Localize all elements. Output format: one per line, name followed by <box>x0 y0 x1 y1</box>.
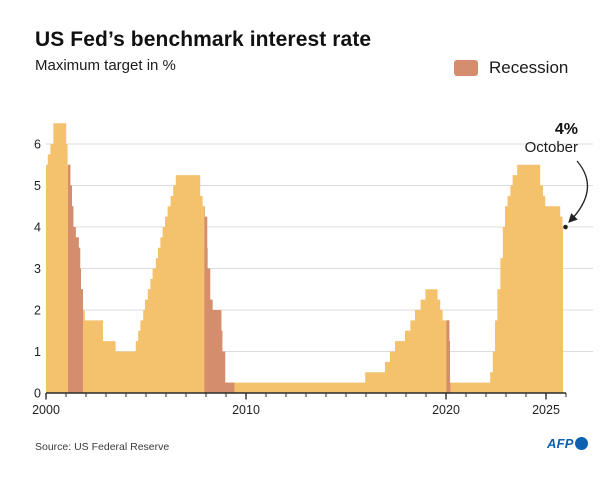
annotation-arrow <box>568 160 589 223</box>
x-tick-label: 2025 <box>532 403 560 417</box>
afp-logo: AFP <box>547 436 588 451</box>
y-tick-label: 6 <box>34 138 41 152</box>
recession-legend-swatch <box>454 60 478 76</box>
recession-legend-label: Recession <box>489 58 569 77</box>
x-axis-ticks <box>45 393 567 400</box>
afp-logo-text: AFP <box>547 436 574 451</box>
y-tick-label: 1 <box>34 345 41 359</box>
y-tick-label: 2 <box>34 304 41 318</box>
end-annotation-note: October <box>524 139 578 156</box>
legend: Recession <box>454 58 568 78</box>
chart-subtitle: Maximum target in % <box>35 57 176 74</box>
end-annotation: 4% October <box>478 121 578 157</box>
x-tick-label: 2020 <box>432 403 460 417</box>
afp-logo-globe-icon <box>574 437 588 450</box>
x-tick-label: 2010 <box>232 403 260 417</box>
page-title: US Fed’s benchmark interest rate <box>35 28 372 51</box>
y-tick-label: 3 <box>34 262 41 276</box>
end-point-dot <box>563 224 568 230</box>
end-annotation-value: 4% <box>554 121 578 138</box>
y-tick-label: 5 <box>34 179 41 193</box>
source-credit: Source: US Federal Reserve <box>35 441 170 453</box>
x-tick-label: 2000 <box>32 403 60 417</box>
rate-area-path <box>46 123 563 394</box>
y-tick-label: 0 <box>34 387 41 401</box>
axis-labels: 0 1 2 3 4 5 6 2000 2010 2020 2025 <box>32 138 560 418</box>
y-tick-label: 4 <box>34 221 41 235</box>
